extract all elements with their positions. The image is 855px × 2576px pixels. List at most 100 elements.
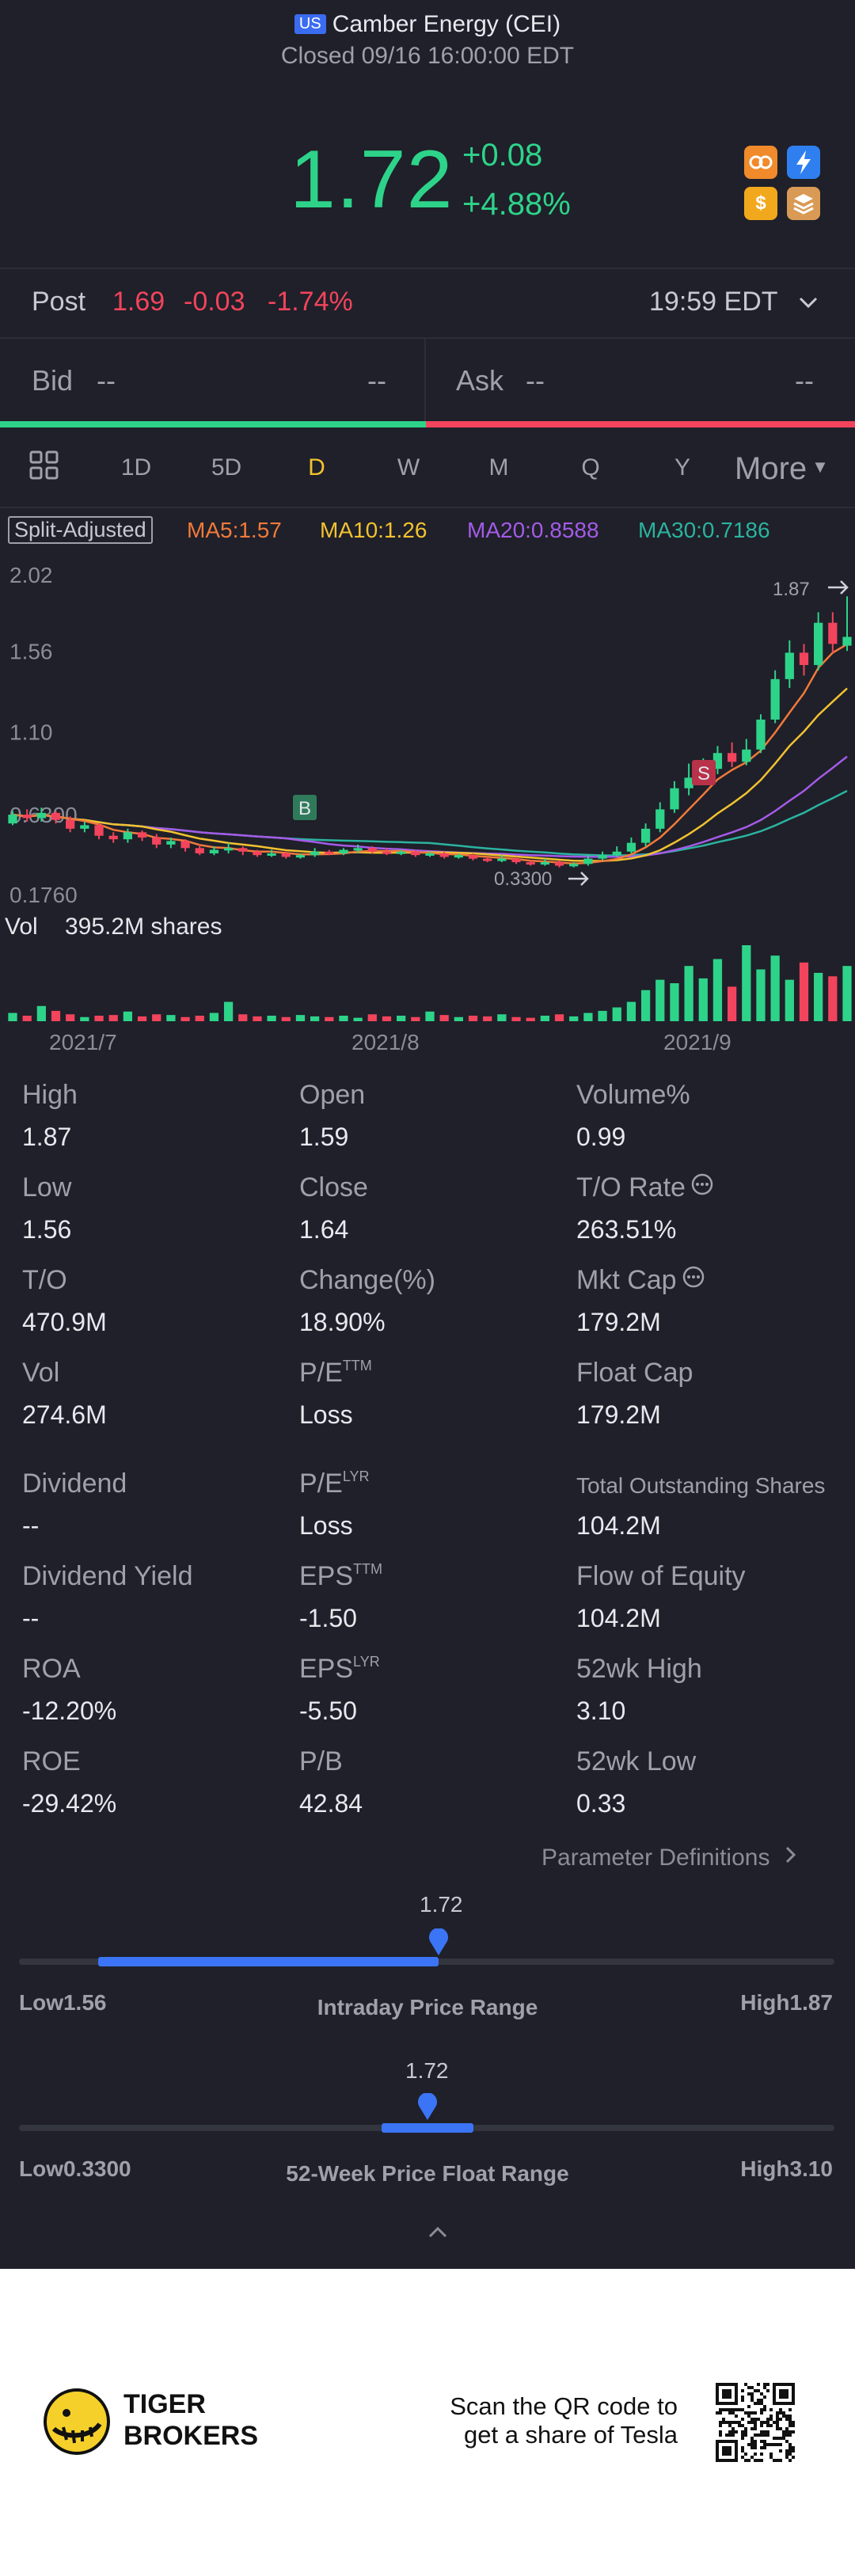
stat-label: P/ETTM bbox=[299, 1358, 372, 1389]
volume-bar bbox=[742, 945, 751, 1021]
candle-body bbox=[397, 851, 406, 854]
week52-title: 52-Week Price Float Range bbox=[286, 2161, 569, 2186]
divider bbox=[0, 268, 855, 269]
volume-bar bbox=[123, 1011, 133, 1021]
layers-icon[interactable] bbox=[787, 187, 820, 220]
info-icon[interactable] bbox=[690, 1172, 714, 1203]
candle-body bbox=[540, 862, 550, 865]
bid-bar bbox=[0, 421, 426, 427]
candle-body bbox=[785, 652, 794, 679]
volume-bar bbox=[8, 1013, 17, 1021]
tab-more[interactable]: More ▼ bbox=[735, 451, 829, 487]
tab-month[interactable]: M bbox=[488, 454, 509, 481]
stat-label-text: EPS bbox=[299, 1654, 354, 1684]
grid-menu-icon[interactable] bbox=[28, 450, 60, 488]
candle-body bbox=[712, 753, 723, 769]
collapse-chevron-up-icon[interactable] bbox=[426, 2223, 450, 2244]
week52-low: Low0.3300 bbox=[19, 2156, 131, 2181]
volume-bar bbox=[540, 1016, 550, 1021]
split-adjusted-badge[interactable]: Split-Adjusted bbox=[8, 516, 153, 544]
volume-bar bbox=[640, 990, 651, 1021]
stat-value: 179.2M bbox=[576, 1400, 661, 1429]
volume-bar bbox=[598, 1010, 607, 1021]
volume-bar bbox=[454, 1016, 463, 1021]
volume-bar bbox=[756, 969, 766, 1021]
stat-value: -5.50 bbox=[299, 1696, 357, 1725]
candle-body bbox=[353, 848, 363, 851]
qr-code bbox=[716, 2383, 795, 2462]
brand-line-1: TIGER bbox=[124, 2389, 206, 2419]
candle-body bbox=[281, 853, 291, 857]
candle-body bbox=[295, 855, 306, 858]
x-tick-label: 2021/8 bbox=[352, 1030, 420, 1054]
chevron-down-icon[interactable] bbox=[796, 290, 820, 321]
info-icon[interactable] bbox=[682, 1265, 705, 1296]
bid-ask-panel: Bid -- -- Ask -- -- bbox=[0, 339, 855, 429]
ma20-label: MA20:0.8588 bbox=[467, 518, 599, 542]
stat-label: Dividend bbox=[22, 1468, 127, 1499]
arrow-right-icon bbox=[568, 872, 589, 886]
options-icon[interactable] bbox=[744, 146, 777, 179]
candle-body bbox=[626, 842, 636, 852]
candle-body bbox=[8, 815, 17, 824]
stat-value: 0.99 bbox=[576, 1123, 626, 1151]
stat-value: -29.42% bbox=[22, 1789, 117, 1818]
candle-body bbox=[598, 855, 607, 859]
tab-5d[interactable]: 5D bbox=[211, 454, 242, 481]
volume-bar bbox=[325, 1016, 334, 1021]
x-tick-label: 2021/9 bbox=[663, 1030, 732, 1054]
parameter-definitions-link[interactable]: Parameter Definitions bbox=[542, 1845, 799, 1871]
dollar-icon[interactable]: $ bbox=[744, 187, 777, 220]
price-chart[interactable]: 2.021.561.100.63000.17601.870.3300BSVol3… bbox=[0, 546, 855, 1061]
volume-bar bbox=[511, 1016, 521, 1021]
candle-body bbox=[195, 848, 204, 853]
volume-bar bbox=[483, 1016, 492, 1021]
volume-bar bbox=[670, 983, 679, 1021]
stat-label-text: Change(%) bbox=[299, 1265, 435, 1295]
stat-label-text: 52wk High bbox=[576, 1654, 702, 1684]
footer-banner: TIGER BROKERS Scan the QR code to get a … bbox=[0, 2269, 855, 2576]
flash-trade-icon[interactable] bbox=[787, 146, 820, 179]
volume-bar bbox=[397, 1016, 406, 1021]
stat-label-text: Mkt Cap bbox=[576, 1265, 677, 1295]
candle-body bbox=[108, 835, 118, 840]
stat-label-text: EPS bbox=[299, 1561, 354, 1591]
stat-label-text: ROA bbox=[22, 1654, 81, 1684]
volume-bar bbox=[152, 1014, 162, 1021]
tab-year[interactable]: Y bbox=[674, 454, 690, 481]
post-market-row[interactable]: Post 1.69 -0.03 -1.74% 19:59 EDT bbox=[0, 269, 855, 336]
candle-body bbox=[569, 864, 579, 867]
volume-bar bbox=[195, 1016, 204, 1021]
volume-bar bbox=[526, 1017, 535, 1021]
tab-day[interactable]: D bbox=[308, 454, 325, 481]
candle-body bbox=[526, 862, 535, 865]
candle-body bbox=[497, 858, 507, 861]
volume-bar bbox=[367, 1014, 377, 1021]
candle-body bbox=[152, 837, 162, 845]
volume-bar bbox=[238, 1014, 248, 1021]
volume-bar bbox=[497, 1014, 507, 1021]
candle-body bbox=[742, 749, 751, 762]
candle-body bbox=[166, 841, 176, 845]
tab-quarter[interactable]: Q bbox=[581, 454, 600, 481]
market-badge: US bbox=[294, 14, 326, 34]
post-change: -0.03 bbox=[184, 287, 245, 317]
bid-label: Bid bbox=[32, 364, 74, 397]
stat-label-text: Dividend bbox=[22, 1468, 127, 1499]
stat-label: Total Outstanding Shares bbox=[576, 1473, 825, 1499]
sell-marker-text: S bbox=[697, 763, 710, 785]
volume-bar bbox=[295, 1015, 306, 1021]
stat-value: 1.87 bbox=[22, 1123, 72, 1151]
volume-bar bbox=[612, 1007, 621, 1021]
candle-body bbox=[411, 851, 420, 856]
post-label: Post bbox=[32, 287, 86, 317]
stat-label: Close bbox=[299, 1172, 368, 1203]
volume-bar bbox=[712, 959, 723, 1021]
intraday-low: Low1.56 bbox=[19, 1990, 107, 2015]
stock-title: US Camber Energy (CEI) bbox=[0, 11, 855, 38]
tab-week[interactable]: W bbox=[397, 454, 420, 481]
buy-marker-text: B bbox=[298, 798, 311, 819]
volume-bar bbox=[814, 972, 823, 1021]
tab-1d[interactable]: 1D bbox=[120, 454, 152, 481]
volume-bar bbox=[51, 1010, 61, 1021]
